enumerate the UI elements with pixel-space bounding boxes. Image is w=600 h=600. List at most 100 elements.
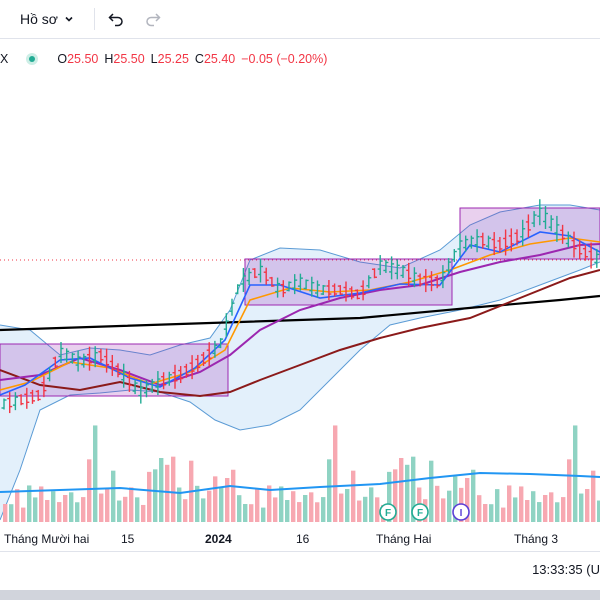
volume-bar [387,471,392,522]
time-tick: 2024 [205,532,232,546]
divider [0,551,600,552]
volume-bar [99,493,104,522]
volume-bar [471,469,476,522]
dividend-event-icon [411,503,429,521]
profile-label: Hồ sơ [20,11,58,27]
top-toolbar: Hồ sơ [0,0,600,39]
volume-bar [495,489,500,522]
volume-bar [399,458,404,522]
volume-bar [531,491,536,522]
time-tick: Tháng 3 [514,532,559,546]
volume-bar [309,492,314,522]
high-label: H [104,52,114,66]
volume-bar [261,507,266,522]
volume-bar [69,492,74,522]
volume-bar [363,496,368,522]
volume-bar [33,497,38,522]
time-tick: 15 [121,532,135,546]
time-tick: Tháng Mười hai [4,532,90,546]
volume-bar [9,504,14,522]
undo-icon[interactable] [104,8,128,30]
volume-bar [357,500,362,522]
redo-icon[interactable] [141,8,165,30]
open-label: O [57,52,68,66]
chevron-down-icon [64,11,74,27]
time-tick: Tháng Hai [376,532,432,546]
event-label: F [385,508,391,519]
ohlc-legend: X O 25.50 H 25.50 L 25.25 C 25.40 −0.05 (−0.… [0,48,327,70]
event-label: F [417,508,423,519]
change-value: −0.05 (−0.20%) [241,52,328,66]
volume-bar [279,486,284,522]
volume-bar [351,470,356,522]
ma-maroon-line [0,269,600,398]
volume-bar [369,487,374,522]
time-axis[interactable]: Tháng Mười hai 15 2024 16 Tháng Hai Thán… [0,528,600,550]
volume-bar [579,493,584,522]
open-value: 25.50 [67,52,99,66]
bollinger-band-fill [0,205,600,520]
volume-bar [51,491,56,522]
volume-bar [123,496,128,522]
volume-bar [111,470,116,522]
status-dot-icon [26,53,39,65]
volume-bar [567,459,572,522]
volume-bar [447,490,452,522]
volume-bar [315,502,320,522]
volume-bar [303,495,308,522]
volume-bar [63,495,68,522]
volume-bar [147,471,152,522]
volume-bar [441,498,446,522]
volume-bar [45,500,50,522]
volume-bar [171,456,176,522]
range-box [459,207,600,260]
volume-bar [393,469,398,522]
volume-bar [27,485,32,522]
volume-bar [549,492,554,522]
volume-bar [21,507,26,522]
volume-bar [273,497,278,522]
volume-bar [285,500,290,522]
volume-bar [411,456,416,522]
volume-bar [87,459,92,522]
bottom-panel-strip [0,590,600,600]
volume-bar [483,504,488,522]
volume-bar [39,486,44,522]
volume-bar [435,485,440,522]
clock-readout[interactable]: 13:33:35 (U [532,562,600,577]
volume-bar [93,425,98,522]
close-value: 25.40 [203,52,236,66]
volume-bar [429,460,434,522]
volume-bar [237,495,242,522]
volume-bar [225,478,230,522]
volume-bar [267,485,272,522]
volume-bar [297,502,302,522]
volume-bar [465,478,470,522]
volume-bar [453,476,458,522]
bollinger-lower-line [0,261,600,521]
volume-bar [477,495,482,522]
low-value: 25.25 [157,52,189,66]
volume-bar [165,464,170,522]
volume-bar [249,504,254,522]
volume-bar [255,489,260,522]
profile-dropdown[interactable]: Hồ sơ [14,8,80,30]
ma-long-line [0,294,600,332]
volume-bar [135,497,140,522]
volume-bar [339,493,344,522]
volume-bar [57,502,62,522]
volume-bar [321,497,326,522]
dividend-event-icon [379,503,397,521]
volume-bar [519,486,524,522]
volume-ma-line [0,471,600,495]
volume-bar [291,491,296,522]
volume-bar [405,464,410,522]
time-tick: 16 [296,532,310,546]
symbol-label: X [0,52,9,66]
range-box [244,258,453,306]
volume-bar [585,489,590,522]
volume-bar [159,458,164,522]
volume-bar [513,497,518,522]
volume-bar [195,485,200,522]
